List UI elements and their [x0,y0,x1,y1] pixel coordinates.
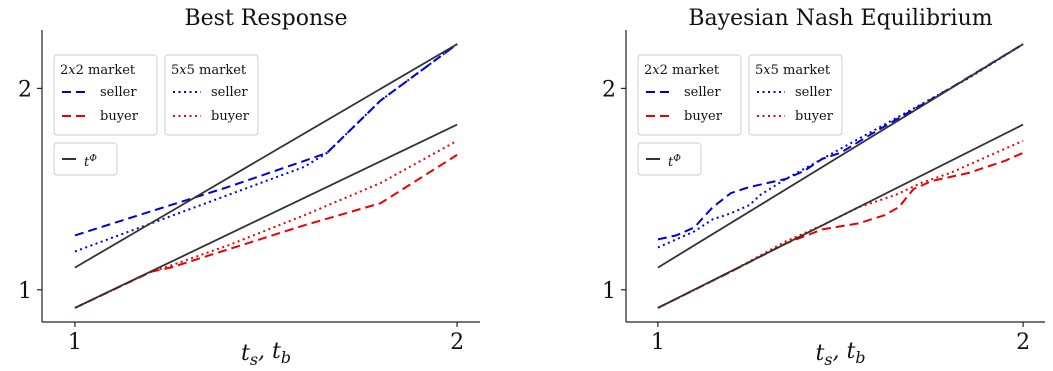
chart-title: Bayesian Nash Equilibrium [688,6,992,31]
legend-reference: tΦ​ [53,142,118,176]
y-tick-label: 2 [602,77,616,102]
series-line-2x2-market-seller [657,43,1024,241]
legend-group-1: 2x2 market seller buyer [637,54,742,136]
legend-label: buyer [211,109,250,124]
series-line-t-upper [657,43,1024,269]
legend-label: seller [211,85,248,100]
legend-box [53,142,118,176]
legend-box [748,54,843,136]
legend-title: 2x2 market [60,63,136,78]
legend-title: 2x2 market [644,63,720,78]
x-tick-label: 2 [1016,330,1030,355]
series-line-2x2-market-buyer [657,151,1024,309]
legend-group-2: 5x5 market seller buyer [164,54,259,136]
series-line-t-lower [657,123,1024,309]
legend-label: tΦ​ [668,153,681,170]
series-line-5x5-market-buyer [74,139,458,309]
series-line-2x2-market-seller [74,43,458,237]
series-line-t-upper [74,43,458,269]
legend-label: seller [100,85,137,100]
legend-box [164,54,259,136]
legend-label: seller [795,85,832,100]
chart-panel-1: Best Response 1 2 1 2 ts​, tb​ 2x2 market selle… [18,6,480,369]
legend-label: buyer [795,109,834,124]
y-tick-label: 1 [602,279,616,304]
legend-label: buyer [100,109,139,124]
chart-panel-2: Bayesian Nash Equilibrium 1 2 1 2 ts​, tb​ 2x2… [602,6,1045,369]
legend-group-1: 2x2 market seller buyer [53,54,158,136]
legend-title: 5x5 market [171,63,247,78]
legend-box [637,142,702,176]
legend-label: buyer [684,109,723,124]
legend-title: 5x5 market [755,63,831,78]
series-line-5x5-market-buyer [657,139,1024,309]
series-line-t-lower [74,123,458,309]
x-tick-label: 2 [450,330,464,355]
y-tick-label: 2 [18,77,32,102]
chart-title: Best Response [185,6,348,31]
x-axis-label: ts​, tb​ [241,339,291,367]
y-tick-label: 1 [18,279,32,304]
legend-reference: tΦ​ [637,142,702,176]
legend-group-2: 5x5 market seller buyer [748,54,843,136]
x-axis-label: ts​, tb​ [816,339,866,367]
legend-label: seller [684,85,721,100]
x-tick-label: 1 [68,330,82,355]
x-tick-label: 1 [651,330,665,355]
legend-label: tΦ​ [84,153,97,170]
